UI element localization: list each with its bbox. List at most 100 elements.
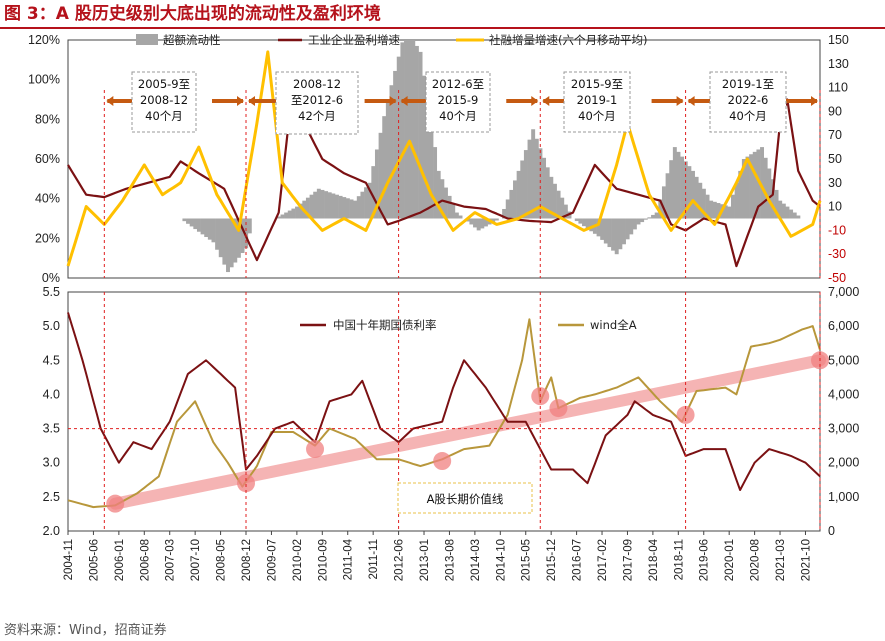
excess-liquidity-bar bbox=[542, 157, 547, 219]
excess-liquidity-bar bbox=[622, 218, 626, 245]
excess-liquidity-bar bbox=[531, 129, 536, 219]
cycle-text: 2015-9至 bbox=[571, 77, 623, 91]
excess-liquidity-bar bbox=[763, 157, 768, 219]
excess-liquidity-bar bbox=[342, 197, 347, 219]
cycle-arrow-head bbox=[811, 96, 818, 106]
excess-liquidity-bar bbox=[796, 215, 801, 219]
x-tick-label: 2007-03 bbox=[165, 539, 177, 581]
top-series-lines bbox=[66, 50, 822, 268]
excess-liquidity-bar bbox=[563, 204, 568, 219]
excess-liquidity-bar bbox=[760, 147, 764, 219]
excess-liquidity-bar bbox=[789, 209, 794, 219]
bottom-chart: 5.5 5.0 4.5 4.0 3.5 3.0 2.5 2.0 7,000 6,000 5,000… bbox=[43, 285, 860, 581]
excess-liquidity-bar bbox=[669, 160, 674, 219]
x-tick-label: 2011-11 bbox=[368, 539, 380, 580]
excess-liquidity-bar bbox=[691, 170, 695, 219]
cycle-arrow-head bbox=[400, 96, 408, 106]
x-tick-label: 2019-06 bbox=[699, 539, 711, 581]
x-tick-label: 2005-06 bbox=[88, 539, 100, 581]
bottom-right-tick-label: 3,000 bbox=[828, 422, 859, 436]
excess-liquidity-bar bbox=[305, 197, 310, 219]
excess-liquidity-bar bbox=[752, 151, 757, 219]
top-legend: 超额流动性 工业企业盈利增速 社融增量增速(六个月移动平均) bbox=[136, 33, 647, 47]
top-left-tick-label: 0% bbox=[42, 271, 60, 285]
excess-liquidity-bar bbox=[247, 218, 252, 234]
top-right-tick-label: 30 bbox=[828, 176, 842, 190]
top-left-tick-label: 40% bbox=[35, 192, 60, 206]
excess-liquidity-bar bbox=[287, 210, 292, 219]
cycle-arrow-head bbox=[106, 96, 114, 106]
value-line-label: A股长期价值线 bbox=[427, 492, 504, 506]
top-right-tick-label: 10 bbox=[828, 200, 842, 214]
value-line-band-stroke bbox=[109, 354, 826, 510]
excess-liquidity-bar bbox=[483, 218, 488, 227]
excess-liquidity-bar bbox=[233, 218, 238, 263]
excess-liquidity-bar bbox=[774, 189, 779, 219]
excess-liquidity-bar bbox=[324, 191, 329, 219]
x-tick-label: 2021-03 bbox=[775, 539, 787, 581]
excess-liquidity-bar bbox=[356, 196, 361, 219]
excess-liquidity-bar bbox=[680, 156, 685, 219]
excess-liquidity-bar bbox=[494, 218, 499, 221]
x-axis: 2004-11 2005-06 2006-01 2006-08 2007-03 2007-… bbox=[63, 531, 812, 581]
excess-liquidity-bar bbox=[534, 138, 539, 219]
excess-liquidity-bar bbox=[778, 200, 783, 219]
excess-liquidity-bar bbox=[730, 194, 735, 219]
excess-liquidity-bar bbox=[654, 212, 659, 219]
excess-liquidity-bar bbox=[672, 147, 677, 219]
excess-liquidity-bar bbox=[658, 199, 663, 219]
excess-liquidity-bar bbox=[454, 212, 459, 219]
top-right-tick-label: 70 bbox=[828, 128, 842, 142]
bottom-left-tick-label: 4.5 bbox=[43, 353, 60, 367]
x-tick-label: 2009-07 bbox=[266, 539, 278, 581]
excess-liquidity-bar bbox=[582, 218, 586, 227]
excess-liquidity-bar bbox=[440, 179, 445, 219]
x-tick-label: 2006-01 bbox=[114, 539, 126, 581]
excess-liquidity-bar bbox=[578, 218, 583, 224]
legend-profit-label: 工业企业盈利增速 bbox=[308, 33, 400, 47]
x-tick-label: 2015-05 bbox=[521, 539, 533, 581]
x-tick-label: 2020-01 bbox=[724, 539, 736, 581]
cycle-text: 40个月 bbox=[729, 109, 767, 123]
top-chart: 120% 100% 80% 60% 40% 20% 0% 150 130 110 90 70 50 30… bbox=[28, 33, 849, 285]
excess-liquidity-bar bbox=[509, 189, 514, 219]
excess-liquidity-bar bbox=[705, 194, 710, 219]
excess-liquidity-bar bbox=[502, 208, 507, 219]
excess-liquidity-bar bbox=[625, 218, 630, 240]
cycle-text: 40个月 bbox=[145, 109, 183, 123]
cycle-box bbox=[275, 71, 359, 135]
top-left-tick-label: 60% bbox=[35, 152, 60, 166]
x-tick-label: 2010-09 bbox=[317, 539, 329, 581]
excess-liquidity-bar bbox=[770, 179, 775, 219]
x-tick-label: 2018-04 bbox=[648, 538, 660, 581]
excess-liquidity-bar bbox=[186, 218, 191, 224]
excess-liquidity-bar bbox=[360, 191, 365, 219]
excess-liquidity-bar bbox=[204, 218, 209, 238]
excess-liquidity-bar bbox=[240, 218, 245, 254]
bottom-marker bbox=[237, 474, 256, 493]
top-right-tick-label: -50 bbox=[828, 271, 846, 285]
excess-liquidity-bar bbox=[374, 149, 379, 219]
excess-liquidity-bar bbox=[335, 194, 339, 219]
excess-liquidity-bar bbox=[552, 183, 557, 219]
excess-liquidity-bar bbox=[749, 154, 754, 219]
excess-liquidity-bar bbox=[200, 218, 205, 235]
excess-liquidity-bar bbox=[629, 218, 634, 235]
bottom-right-tick-label: 4,000 bbox=[828, 387, 859, 401]
excess-liquidity-bar bbox=[589, 218, 594, 232]
excess-liquidity-bar bbox=[709, 200, 714, 219]
cycle-text: 至2012-6 bbox=[291, 93, 343, 107]
profit-growth-line bbox=[67, 80, 821, 268]
excess-liquidity-bar bbox=[407, 40, 412, 219]
excess-liquidity-bar bbox=[182, 218, 187, 222]
excess-liquidity-bar bbox=[694, 176, 699, 219]
excess-liquidity-bar bbox=[189, 218, 194, 227]
excess-liquidity-bar bbox=[585, 218, 590, 229]
excess-liquidity-bar bbox=[236, 218, 241, 258]
excess-liquidity-bar bbox=[422, 75, 427, 219]
excess-liquidity-bar bbox=[418, 51, 423, 219]
legend-winda-label: wind全A bbox=[590, 318, 637, 332]
excess-liquidity-bar bbox=[683, 161, 688, 219]
excess-liquidity-bar bbox=[513, 180, 517, 219]
excess-liquidity-bar bbox=[364, 187, 369, 219]
